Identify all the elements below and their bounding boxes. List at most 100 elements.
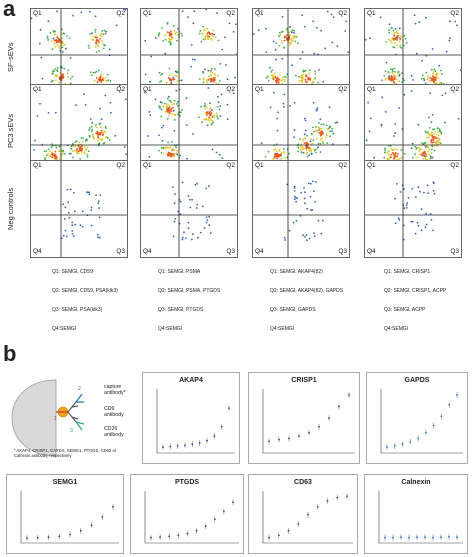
quadrant-label-q1: Q1 (143, 86, 152, 93)
data-point (177, 534, 180, 537)
data-point (213, 518, 216, 521)
legend-line: Q4:SEMGl (158, 326, 182, 333)
legend-line: Q2: SEMGl, PSMA, PTGDS (158, 288, 221, 295)
data-point (424, 536, 426, 539)
quadrant-label-q1: Q1 (143, 10, 152, 17)
data-point (232, 501, 234, 504)
row-label-pc3: PC3 sEVs (6, 113, 15, 148)
data-point (338, 405, 340, 408)
legend-line: Q4:SEMGl (384, 326, 408, 333)
quadrant-label-q1: Q1 (367, 10, 376, 17)
data-point (297, 523, 300, 525)
data-point (191, 443, 194, 446)
data-point (198, 442, 201, 444)
data-point (213, 435, 216, 437)
legend-line: Q2: SEMGl, CD59, PSA(klk3) (52, 288, 118, 295)
data-point (448, 403, 451, 406)
data-point (186, 532, 189, 535)
legend-line: Q3: SEMGl, PTGDS (158, 307, 204, 314)
data-point (448, 535, 450, 538)
data-point (69, 533, 71, 536)
data-point (220, 425, 223, 428)
data-point (326, 500, 329, 502)
data-point (90, 524, 93, 527)
legend-line: Q1: SEMGl, CRISP1 (384, 268, 431, 275)
data-point (456, 536, 458, 539)
quadrant-label-q2: Q2 (226, 162, 235, 169)
quadrant-label-q4: Q4 (143, 247, 152, 255)
legend-line: Q1: SEMGl, AKAP4(82) (270, 268, 323, 275)
panel-b-letter: b (3, 341, 17, 366)
chart-cd63: CD63 (248, 474, 358, 554)
panel-a-letter: a (3, 0, 16, 21)
legend-line: Q1: SEMGl, CD59 (52, 268, 93, 275)
data-point (169, 445, 172, 448)
data-point (417, 437, 419, 440)
data-point (348, 394, 350, 396)
data-point (278, 438, 280, 441)
data-point (195, 529, 198, 532)
quadrant-label-q2: Q2 (226, 86, 235, 93)
data-point (101, 516, 104, 518)
data-point (223, 510, 225, 513)
chart-title: SEMG1 (52, 479, 78, 486)
data-point (26, 537, 28, 540)
label-number-1: 1 (54, 416, 57, 422)
quadrant-label-q1: Q1 (143, 162, 152, 169)
quadrant-label-q1: Q1 (367, 86, 376, 93)
quadrant-label-q4: Q4 (367, 247, 376, 255)
label-number-2: 2 (78, 386, 81, 392)
quadrant-label-q1: Q1 (255, 162, 264, 169)
chart-title: PTGDS (174, 479, 200, 486)
legend-line: Q3: SEMGl, PSA(klk3) (52, 307, 103, 314)
quadrant-label-q3: Q3 (338, 247, 347, 255)
data-point (386, 446, 388, 448)
diagram-footnote: * AKAP4, CRISP1, GAPDS, SEMG1, PTGDS, CD… (14, 448, 117, 458)
chart-title: Calnexin (401, 479, 431, 486)
chart-calnexin: Calnexin (364, 474, 468, 554)
quadrant-label-q1: Q1 (33, 162, 42, 169)
legend-col-1: Q1: SEMGl, CD59 Q2: SEMGl, CD59, PSA(klk… (52, 256, 118, 339)
data-point (384, 536, 386, 539)
quadrant-label-q3: Q3 (450, 247, 459, 255)
chart-title: CD63 (294, 479, 312, 486)
quadrant-label-q3: Q3 (226, 247, 235, 255)
data-point (79, 529, 82, 532)
chart-akap4: AKAP4 (142, 372, 240, 464)
data-point (392, 536, 394, 539)
quadrant-label-q2: Q2 (116, 86, 125, 93)
data-point (206, 439, 208, 442)
label-cd26-antibody: CD26 antibody (104, 426, 124, 438)
quadrant-label-q1: Q1 (255, 10, 264, 17)
quadrant-label-q2: Q2 (338, 86, 347, 93)
quadrant-label-q2: Q2 (116, 162, 125, 169)
data-point (440, 536, 442, 539)
assay-diagram: 1 2 3 capture antibody* CD9 antibody CD2… (6, 372, 136, 468)
data-point (318, 425, 320, 428)
quadrant-label-q2: Q2 (450, 162, 459, 169)
legend-line: Q3: SEMGl, ACPP (384, 307, 426, 314)
data-point (425, 431, 427, 434)
data-point (316, 506, 319, 508)
data-point (150, 536, 152, 539)
legend-col-3: Q1: SEMGl, AKAP4(82) Q2: SEMGl, AKAP4(82… (270, 256, 343, 339)
chart-ptgds: PTGDS (130, 474, 244, 554)
quadrant-label-q1: Q1 (33, 10, 42, 17)
assay-diagram-svg (11, 379, 85, 457)
flow-plot: Q1 Q2 Q3 Q4 (140, 160, 238, 258)
data-point (268, 536, 270, 539)
label-number-3: 3 (70, 428, 73, 434)
data-point (432, 536, 434, 539)
flow-plot: Q1 Q2 Q3 Q4 (252, 160, 350, 258)
chart-title: GAPDS (404, 377, 430, 384)
quadrant-label-q3: Q3 (116, 247, 125, 255)
legend-col-2: Q1: SEMGl, PSMA Q2: SEMGl, PSMA, PTGDS Q… (158, 256, 220, 339)
data-point (346, 495, 348, 498)
data-point (47, 536, 50, 539)
row-label-neg: Neg controls (6, 187, 15, 230)
legend-line: Q2: SEMGl, CRISP1, ACPP (384, 288, 447, 295)
legend-line: Q1: SEMGl, PSMA (158, 268, 201, 275)
data-point (393, 445, 396, 447)
label-capture-antibody: capture antibody* (104, 384, 126, 396)
chart-title: CRISP1 (291, 377, 317, 384)
